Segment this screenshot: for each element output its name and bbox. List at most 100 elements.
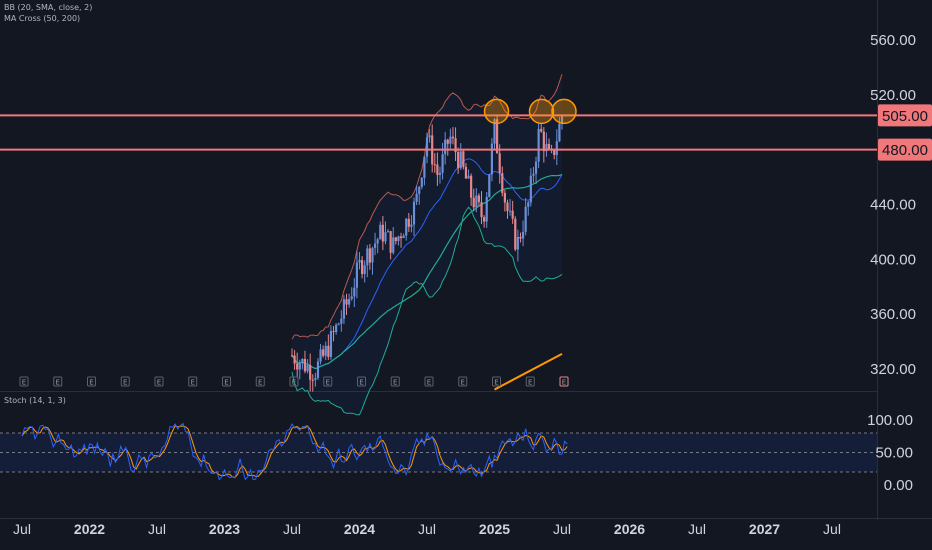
candle-body [335,324,338,332]
candle-body [441,154,444,173]
candle-body [480,202,483,218]
candle [420,177,423,190]
candle-body [314,377,317,380]
earnings-letter: E [292,379,296,387]
candle [368,244,371,270]
candle [524,198,527,236]
bb-lower-line [291,206,563,416]
candle-body [306,365,309,372]
candle [399,232,403,248]
candle-body [342,299,346,319]
candle [296,352,299,377]
candle [298,359,301,380]
earnings-letter: E [528,379,532,387]
candle-body [309,365,312,380]
candle [558,116,561,142]
candle-body [381,224,384,242]
earnings-letter: E [191,379,195,387]
candle-body [316,361,320,378]
earnings-letter: E [258,379,262,387]
earnings-marker [357,376,366,387]
candle [405,217,408,241]
stoch-indicator-label[interactable]: Stoch (14, 1, 3) [4,396,66,405]
candle [363,260,366,283]
candle-body [384,232,387,242]
candle [514,216,517,252]
candle [314,372,317,387]
candle-body [415,193,418,202]
candle [360,256,364,279]
candle-body [389,231,392,253]
level-label: 480.00 [882,142,928,159]
ma-cross-indicator-label[interactable]: MA Cross (50, 200) [4,14,81,23]
earnings-marker [222,376,231,387]
candle-body [301,358,304,364]
bb-indicator-label[interactable]: BB (20, SMA, close, 2) [4,3,93,12]
candle [532,166,535,183]
candle [501,166,504,197]
candle [449,128,452,149]
earnings-marker [120,376,130,387]
candle [488,174,491,198]
candle-body [392,237,395,253]
candle-body [475,195,478,208]
candle [290,348,294,357]
candle-body [368,248,371,263]
candle-body [360,260,364,274]
candle-body [293,355,296,364]
candle [511,200,514,224]
stoch-pane [0,422,877,481]
candle-body [345,299,348,305]
candle-body [472,197,475,208]
candle [415,185,418,206]
candle-body [516,236,519,250]
candle [464,163,468,179]
earnings-letter: E [157,379,161,387]
candle [542,126,545,163]
candle [337,322,340,326]
candle-body [410,224,413,227]
candle [459,143,462,171]
earnings-marker [188,376,198,387]
price-tick: 560.00 [870,32,916,49]
candle-body [553,150,556,155]
candle-body [498,153,501,174]
candle-body [495,119,499,154]
candle-body [521,231,525,239]
earnings-letter: E [123,379,127,387]
candle [353,278,356,308]
candle-body [524,206,527,232]
candle [477,193,481,207]
candle [301,358,304,370]
stoch-tick: 50.00 [875,445,913,462]
candle [545,132,548,157]
candle [293,350,296,370]
price-tick: 360.00 [870,306,916,323]
earnings-letter: E [461,379,465,387]
candle [316,358,320,381]
earnings-marker [559,376,569,387]
candle-body [457,152,460,169]
price-pane [0,0,878,520]
earnings-marker [255,376,265,387]
candle-body [519,236,522,239]
candle [412,197,416,237]
candle-body [376,239,379,244]
candle-body [508,210,512,212]
bollinger-bands [291,74,563,416]
earnings-marker [525,376,535,387]
candle [324,341,327,361]
candle-body [311,379,314,381]
earnings-letter: E [224,379,228,387]
candle-body [350,296,353,300]
candle [472,188,475,212]
candle-body [290,355,294,357]
candle [428,128,431,143]
price-tick: 440.00 [870,197,916,214]
time-tick: Jul [553,521,571,537]
earnings-letter: E [494,379,498,387]
peak-circle [528,98,555,125]
candle-body [529,175,532,203]
candle-body [547,143,551,150]
